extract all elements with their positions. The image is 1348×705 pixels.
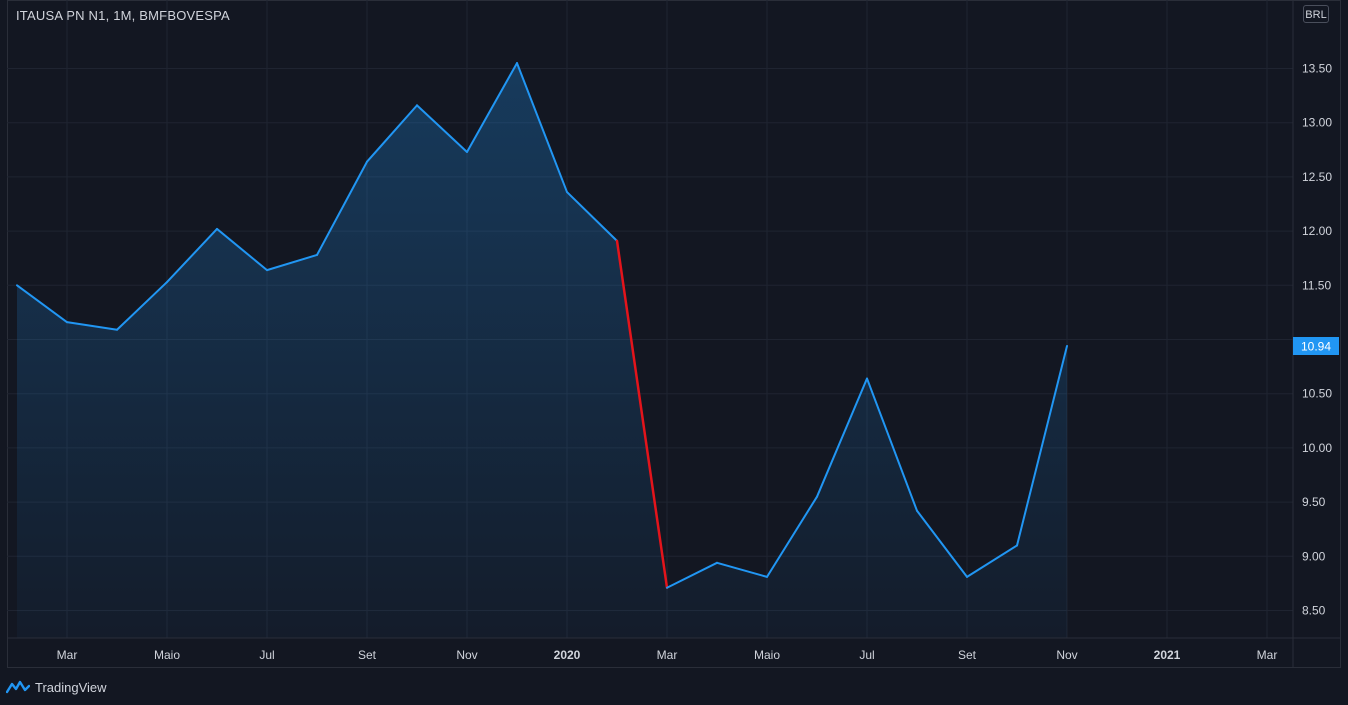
price-line-segment bbox=[766, 495, 818, 578]
price-line-segment bbox=[816, 377, 868, 498]
last-price-label: 10.94 bbox=[1301, 340, 1331, 354]
price-tick-label: 10.50 bbox=[1302, 387, 1332, 401]
currency-button[interactable]: BRL bbox=[1303, 5, 1329, 23]
time-tick-label: Nov bbox=[1056, 648, 1077, 662]
price-line-segment bbox=[716, 561, 768, 578]
last-price-badge-bg bbox=[1293, 337, 1339, 356]
price-line-segment bbox=[1016, 345, 1068, 547]
price-line-segment bbox=[16, 284, 68, 324]
price-line-segment bbox=[266, 253, 318, 272]
price-line-segment bbox=[166, 227, 218, 284]
tradingview-logo-icon bbox=[6, 680, 30, 694]
brand-name: TradingView bbox=[35, 679, 107, 695]
price-tick-label: 12.00 bbox=[1302, 224, 1332, 238]
last-price-badge: 10.94 bbox=[1293, 337, 1339, 356]
price-line-segment bbox=[216, 227, 268, 272]
price-tick-label: 9.50 bbox=[1302, 495, 1326, 509]
price-line-layer bbox=[16, 62, 1068, 589]
price-tick-label: 11.50 bbox=[1302, 278, 1331, 292]
time-tick-label: Maio bbox=[754, 648, 780, 662]
price-line-segment bbox=[116, 281, 168, 331]
symbol-title: ITAUSA PN N1, 1M, BMFBOVESPA bbox=[16, 8, 230, 23]
highlight-segment bbox=[615, 239, 669, 589]
time-tick-label: Set bbox=[358, 648, 377, 662]
time-tick-label: Mar bbox=[657, 648, 678, 662]
time-axis[interactable]: Mar Maio Jul Set Nov 2020 Mar Maio Jul Set Nov 2021… bbox=[57, 648, 1278, 662]
price-line-segment bbox=[866, 377, 918, 512]
chart-frame bbox=[7, 0, 1341, 668]
price-tick-label: 9.00 bbox=[1302, 549, 1326, 563]
time-tick-label: Mar bbox=[57, 648, 78, 662]
time-tick-label: Set bbox=[958, 648, 977, 662]
price-line-segment bbox=[316, 160, 368, 256]
price-tick-label: 12.50 bbox=[1302, 170, 1332, 184]
tradingview-brand[interactable]: TradingView bbox=[6, 678, 107, 696]
price-line-segment bbox=[66, 321, 118, 331]
price-line-segment bbox=[366, 104, 418, 163]
price-line-segment bbox=[466, 62, 518, 153]
price-line-segment bbox=[416, 104, 468, 153]
price-line-segment bbox=[566, 191, 618, 242]
price-tick-label: 8.50 bbox=[1302, 604, 1326, 618]
price-line-segment bbox=[516, 62, 568, 194]
price-line-segment bbox=[916, 509, 968, 578]
price-tick-label: 10.00 bbox=[1302, 441, 1332, 455]
time-tick-label: Nov bbox=[456, 648, 477, 662]
area-fill bbox=[17, 63, 1067, 638]
time-tick-label: Mar bbox=[1257, 648, 1278, 662]
price-tick-label: 13.50 bbox=[1302, 62, 1332, 76]
price-line-segment bbox=[666, 561, 718, 589]
time-tick-label: Jul bbox=[259, 648, 274, 662]
time-tick-label: 2021 bbox=[1154, 648, 1181, 662]
time-tick-label: Maio bbox=[154, 648, 180, 662]
price-tick-label: 13.00 bbox=[1302, 116, 1332, 130]
time-tick-label: Jul bbox=[859, 648, 874, 662]
price-axis[interactable]: 8.50 9.00 9.50 10.00 10.50 11.50 12.00 12.50 13.… bbox=[1302, 62, 1332, 618]
price-line-segment bbox=[966, 544, 1018, 578]
area-fill-layer bbox=[17, 63, 1067, 638]
time-tick-label: 2020 bbox=[554, 648, 581, 662]
